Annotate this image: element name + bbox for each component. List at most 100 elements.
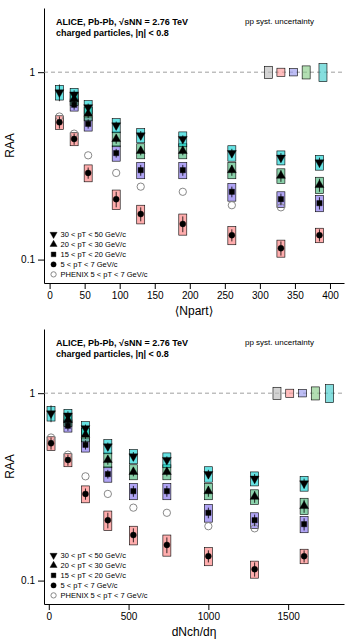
syst-box — [104, 467, 112, 482]
syst-box — [104, 511, 112, 530]
point — [105, 471, 110, 476]
point — [131, 489, 136, 494]
point — [227, 165, 236, 173]
point — [301, 522, 306, 527]
point — [228, 202, 235, 209]
legend-marker — [50, 553, 57, 559]
syst-box — [163, 483, 171, 499]
syst-box — [129, 450, 137, 464]
syst-box — [112, 190, 120, 209]
legend-item: 5 < pT < 7 GeV/c — [51, 581, 118, 590]
syst-box — [129, 483, 137, 499]
point — [164, 489, 169, 494]
syst-box — [81, 422, 89, 436]
legend-item: 5 < pT < 7 GeV/c — [51, 260, 118, 269]
syst-box — [104, 440, 112, 454]
syst-box — [277, 169, 285, 184]
legend-marker — [50, 240, 57, 246]
syst-box — [70, 133, 78, 146]
syst-box — [137, 144, 145, 159]
y-axis-line — [44, 9, 45, 284]
syst-box — [163, 535, 171, 556]
pp-syst-boxes — [264, 64, 327, 82]
point — [136, 133, 145, 141]
syst-box — [204, 467, 212, 482]
point — [48, 440, 54, 446]
point — [162, 457, 171, 465]
x-tick-label: 50 — [80, 290, 92, 301]
syst-box — [277, 151, 285, 165]
y-axis-line — [44, 330, 45, 605]
point — [227, 151, 236, 159]
point — [276, 155, 285, 163]
open-markers — [56, 113, 285, 211]
syst-box — [55, 116, 63, 130]
pp-syst-box — [277, 68, 285, 76]
y-axis: 0.11 — [21, 330, 44, 605]
legend-label: PHENIX 5 < pT < 7 GeV/c — [61, 270, 148, 279]
legend-label: 30 < pT < 50 GeV/c — [61, 551, 127, 560]
plot-area — [44, 64, 344, 257]
syst-box — [277, 240, 285, 257]
title: ALICE, Pb-Pb, √sNN = 2.76 TeV — [56, 338, 188, 348]
syst-box — [251, 472, 259, 486]
y-tick-mark — [38, 581, 44, 582]
syst-box — [137, 162, 145, 178]
syst-box — [315, 228, 323, 243]
syst-box — [300, 476, 308, 491]
x-tick: 200 — [182, 283, 199, 301]
legend-marker — [51, 262, 56, 267]
syst-boxes — [47, 406, 308, 578]
legend-item: PHENIX 5 < pT < 7 GeV/c — [51, 591, 148, 600]
point — [178, 146, 187, 154]
pp-syst-box — [290, 69, 298, 76]
x-axis-line — [45, 283, 345, 284]
point — [71, 136, 77, 142]
syst-box — [228, 162, 236, 178]
point — [316, 232, 322, 238]
point — [65, 423, 70, 428]
open-markers — [47, 434, 258, 532]
point — [205, 553, 211, 559]
syst-box — [81, 486, 89, 503]
plot-area — [44, 385, 344, 578]
x-tick-label: 100 — [112, 290, 129, 301]
x-tick-mark — [50, 283, 51, 289]
legend-item: 20 < pT < 30 GeV/c — [50, 561, 126, 570]
x-tick: 500 — [121, 604, 138, 622]
syst-box — [112, 132, 120, 147]
legend-item: 20 < pT < 30 GeV/c — [50, 240, 126, 249]
syst-box — [47, 437, 55, 451]
point — [130, 532, 136, 538]
point — [70, 92, 79, 100]
x-tick-label: 500 — [121, 611, 138, 622]
syst-boxes — [55, 85, 323, 257]
y-axis-label: RAA — [3, 454, 17, 479]
syst-box — [204, 504, 212, 522]
point — [178, 136, 187, 144]
point — [112, 123, 121, 131]
x-tick-mark — [208, 604, 209, 610]
syst-box — [112, 119, 120, 133]
point — [130, 504, 137, 511]
syst-box — [300, 498, 308, 514]
markers — [47, 411, 309, 572]
pp-syst-box — [326, 385, 334, 403]
point — [250, 476, 259, 484]
point — [83, 491, 89, 497]
point — [129, 467, 138, 475]
x-tick: 150 — [147, 283, 164, 301]
x-axis: 050100150200250300350400 — [45, 283, 345, 301]
legend-label: PHENIX 5 < pT < 7 GeV/c — [61, 591, 148, 600]
point — [205, 523, 212, 530]
point — [86, 121, 91, 126]
legend-item: 15 < pT < 20 GeV/c — [51, 571, 126, 580]
annotation: pp syst. uncertainty — [245, 17, 314, 26]
x-tick: 250 — [217, 283, 234, 301]
pp-syst-box — [286, 389, 294, 397]
point — [103, 444, 112, 452]
legend-label: 30 < pT < 50 GeV/c — [61, 230, 127, 239]
y-tick-mark — [38, 260, 44, 261]
x-tick-mark — [155, 283, 156, 289]
x-tick: 400 — [322, 283, 339, 301]
